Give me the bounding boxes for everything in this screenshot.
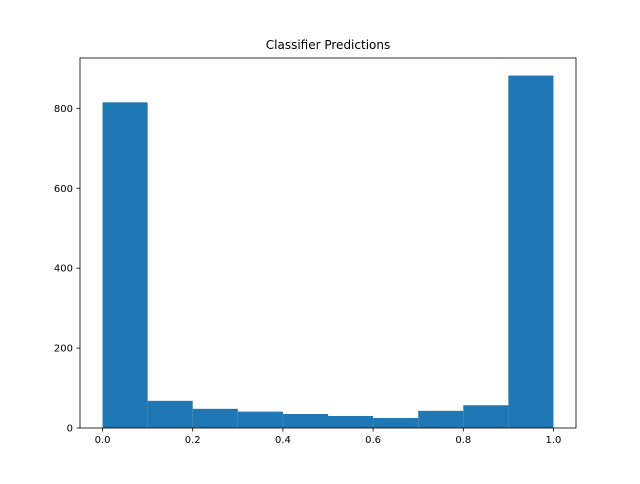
y-tick-label: 0 (67, 424, 73, 435)
histogram-bar (463, 405, 509, 428)
histogram-bars (102, 75, 554, 428)
y-tick-label: 400 (54, 264, 73, 275)
histogram-bar (328, 416, 374, 428)
histogram-bar (237, 411, 283, 428)
histogram-bar (102, 102, 148, 428)
histogram-bar (508, 75, 554, 428)
histogram-bar (373, 418, 419, 428)
y-tick-label: 800 (54, 104, 73, 115)
y-tick-label: 600 (54, 184, 73, 195)
histogram-bar (418, 410, 464, 428)
axes-frame (79, 57, 577, 429)
x-tick-label: 0.2 (185, 435, 201, 446)
histogram-bar (192, 408, 238, 428)
x-tick-label: 1.0 (546, 435, 562, 446)
histogram-bar (147, 400, 193, 428)
x-axis-ticks: 0.0 0.2 0.4 0.6 0.8 1.0 (95, 428, 562, 446)
histogram-bar (282, 414, 328, 428)
x-tick-label: 0.4 (275, 435, 291, 446)
x-tick-label: 0.0 (95, 435, 111, 446)
x-tick-label: 0.8 (455, 435, 471, 446)
y-axis-ticks: 0 200 400 600 800 (54, 104, 80, 435)
x-tick-label: 0.6 (365, 435, 381, 446)
y-tick-label: 200 (54, 344, 73, 355)
chart-title: Classifier Predictions (266, 38, 390, 52)
